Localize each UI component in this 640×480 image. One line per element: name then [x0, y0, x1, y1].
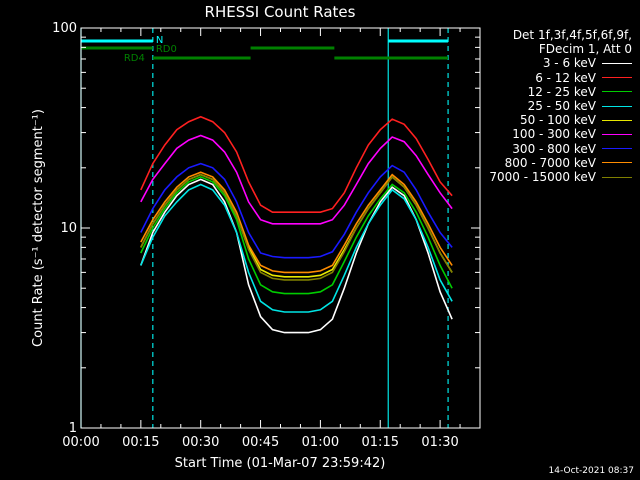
rd0-label: RD0	[156, 44, 177, 55]
legend: Det 1f,3f,4f,5f,6f,9f, FDecim 1, Att 0 3…	[489, 28, 632, 184]
legend-item-9: 7000 - 15000 keV	[489, 170, 632, 184]
legend-item-4: 25 - 50 keV	[489, 99, 632, 113]
legend-header-line-2: FDecim 1, Att 0	[538, 42, 632, 57]
legend-label-1: 3 - 6 keV	[542, 56, 596, 71]
legend-item-2: 6 - 12 keV	[489, 71, 632, 85]
series-line-4	[140, 183, 453, 313]
y-tick-label-3: 100	[52, 21, 77, 36]
legend-swatch-9	[602, 176, 632, 178]
series-line-8	[140, 171, 453, 274]
legend-label-4: 25 - 50 keV	[527, 99, 596, 114]
legend-label-5: 50 - 100 keV	[519, 113, 596, 128]
legend-label-3: 12 - 25 keV	[527, 84, 596, 99]
chart-axes: 00:00 00:15 00:30 00:45 01:00 01:15 01:30 1 10 10…	[52, 21, 480, 450]
x-tick-label-1: 00:00	[62, 435, 99, 450]
series-line-7	[140, 162, 453, 259]
n-label: N	[156, 35, 163, 46]
legend-label-2: 6 - 12 keV	[535, 70, 596, 85]
legend-rows: 3 - 6 keV 6 - 12 keV 12 - 25 keV 25 - 50 ke…	[489, 56, 632, 184]
legend-swatch-5	[602, 119, 632, 121]
y-tick-label-2: 10	[60, 221, 77, 236]
legend-item-6: 100 - 300 keV	[489, 127, 632, 141]
legend-swatch-6	[602, 134, 632, 136]
legend-item-7: 300 - 800 keV	[489, 142, 632, 156]
x-tick-label-5: 01:00	[302, 435, 339, 450]
legend-item-3: 12 - 25 keV	[489, 85, 632, 99]
legend-label-7: 300 - 800 keV	[512, 141, 596, 156]
chart-title: RHESSI Count Rates	[205, 3, 356, 21]
timestamp: 14-Oct-2021 08:37	[548, 466, 634, 476]
legend-swatch-8	[602, 162, 632, 164]
x-tick-label-3: 00:30	[182, 435, 219, 450]
legend-swatch-7	[602, 148, 632, 150]
x-tick-label-4: 00:45	[242, 435, 279, 450]
legend-item-1: 3 - 6 keV	[489, 56, 632, 70]
series-line-3	[140, 176, 453, 295]
series-line-2	[140, 115, 453, 213]
rd4-label: RD4	[124, 53, 145, 64]
series-line-1	[140, 178, 453, 334]
legend-item-5: 50 - 100 keV	[489, 113, 632, 127]
series-line-6	[140, 134, 453, 225]
legend-label-8: 800 - 7000 keV	[504, 155, 596, 170]
legend-label-9: 7000 - 15000 keV	[489, 170, 596, 185]
series-line-9	[140, 173, 453, 281]
legend-swatch-2	[602, 77, 632, 79]
x-tick-label-2: 00:15	[122, 435, 159, 450]
legend-header-line-1: Det 1f,3f,4f,5f,6f,9f,	[512, 28, 632, 42]
legend-label-6: 100 - 300 keV	[512, 127, 596, 142]
legend-swatch-3	[602, 91, 632, 93]
legend-swatch-4	[602, 105, 632, 107]
legend-swatch-1	[602, 63, 632, 64]
legend-item-8: 800 - 7000 keV	[489, 156, 632, 170]
y-axis-label: Count Rate (s⁻¹ detector segment⁻¹)	[31, 109, 46, 347]
x-tick-label-7: 01:30	[421, 435, 458, 450]
y-tick-label-1: 1	[69, 421, 77, 436]
x-tick-label-6: 01:15	[362, 435, 399, 450]
x-axis-label: Start Time (01-Mar-07 23:59:42)	[175, 456, 386, 471]
